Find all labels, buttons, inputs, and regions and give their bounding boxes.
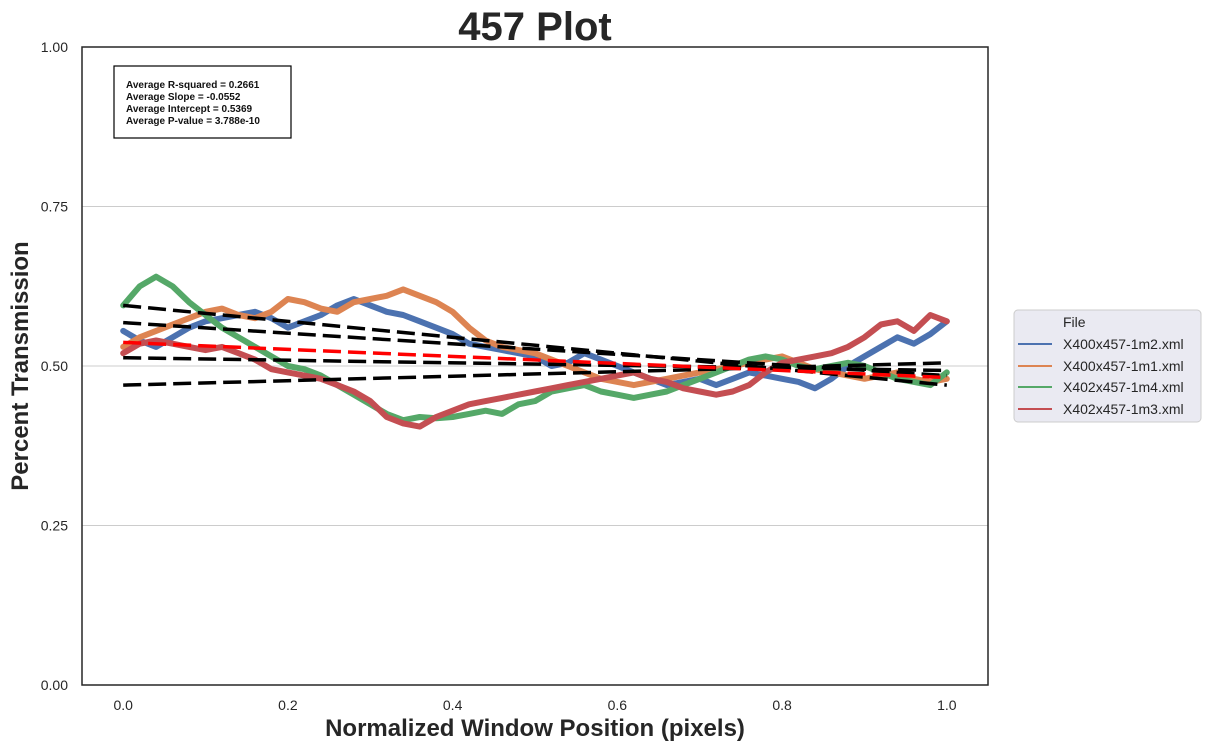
y-tick-label: 0.25 <box>41 518 68 534</box>
legend-entry-1m3: X402x457-1m3.xml <box>1063 401 1184 417</box>
series-layer <box>120 273 950 430</box>
stats-intercept: Average Intercept = 0.5369 <box>126 104 253 115</box>
stats-r-squared: Average R-squared = 0.2661 <box>126 80 260 91</box>
fit-lines-layer <box>123 303 947 387</box>
x-axis-ticks: 0.0 0.2 0.4 0.6 0.8 1.0 <box>113 697 956 713</box>
y-tick-label: 0.75 <box>41 199 68 215</box>
legend-title: File <box>1063 314 1086 330</box>
stats-box: Average R-squared = 0.2661 Average Slope… <box>113 65 292 139</box>
fit-line-3 <box>123 355 947 373</box>
fit-line-4 <box>123 361 947 387</box>
x-tick-label: 0.6 <box>608 697 628 713</box>
x-tick-label: 0.0 <box>113 697 133 713</box>
x-tick-label: 0.8 <box>772 697 792 713</box>
y-axis-label: Percent Transmission <box>7 241 34 490</box>
y-tick-label: 1.00 <box>41 39 68 55</box>
plot-frame <box>81 46 989 686</box>
x-axis-label: Normalized Window Position (pixels) <box>325 715 745 742</box>
y-axis-ticks: 0.00 0.25 0.50 0.75 1.00 <box>41 39 68 693</box>
legend-entry-1m2: X400x457-1m2.xml <box>1063 336 1184 352</box>
series-line-4 <box>120 312 950 430</box>
y-tick-label: 0.50 <box>41 358 68 374</box>
x-tick-label: 0.4 <box>443 697 463 713</box>
chart-title: 457 Plot <box>458 5 611 49</box>
stats-p-value: Average P-value = 3.788e-10 <box>126 116 260 127</box>
legend: File X400x457-1m2.xml X400x457-1m1.xml X… <box>1013 309 1202 423</box>
stats-slope: Average Slope = -0.0552 <box>126 92 241 103</box>
y-tick-label: 0.00 <box>41 677 68 693</box>
average-fit-line <box>123 340 947 380</box>
x-tick-label: 1.0 <box>937 697 957 713</box>
x-tick-label: 0.2 <box>278 697 298 713</box>
legend-entry-1m4: X402x457-1m4.xml <box>1063 379 1184 395</box>
legend-entry-1m1: X400x457-1m1.xml <box>1063 358 1184 374</box>
